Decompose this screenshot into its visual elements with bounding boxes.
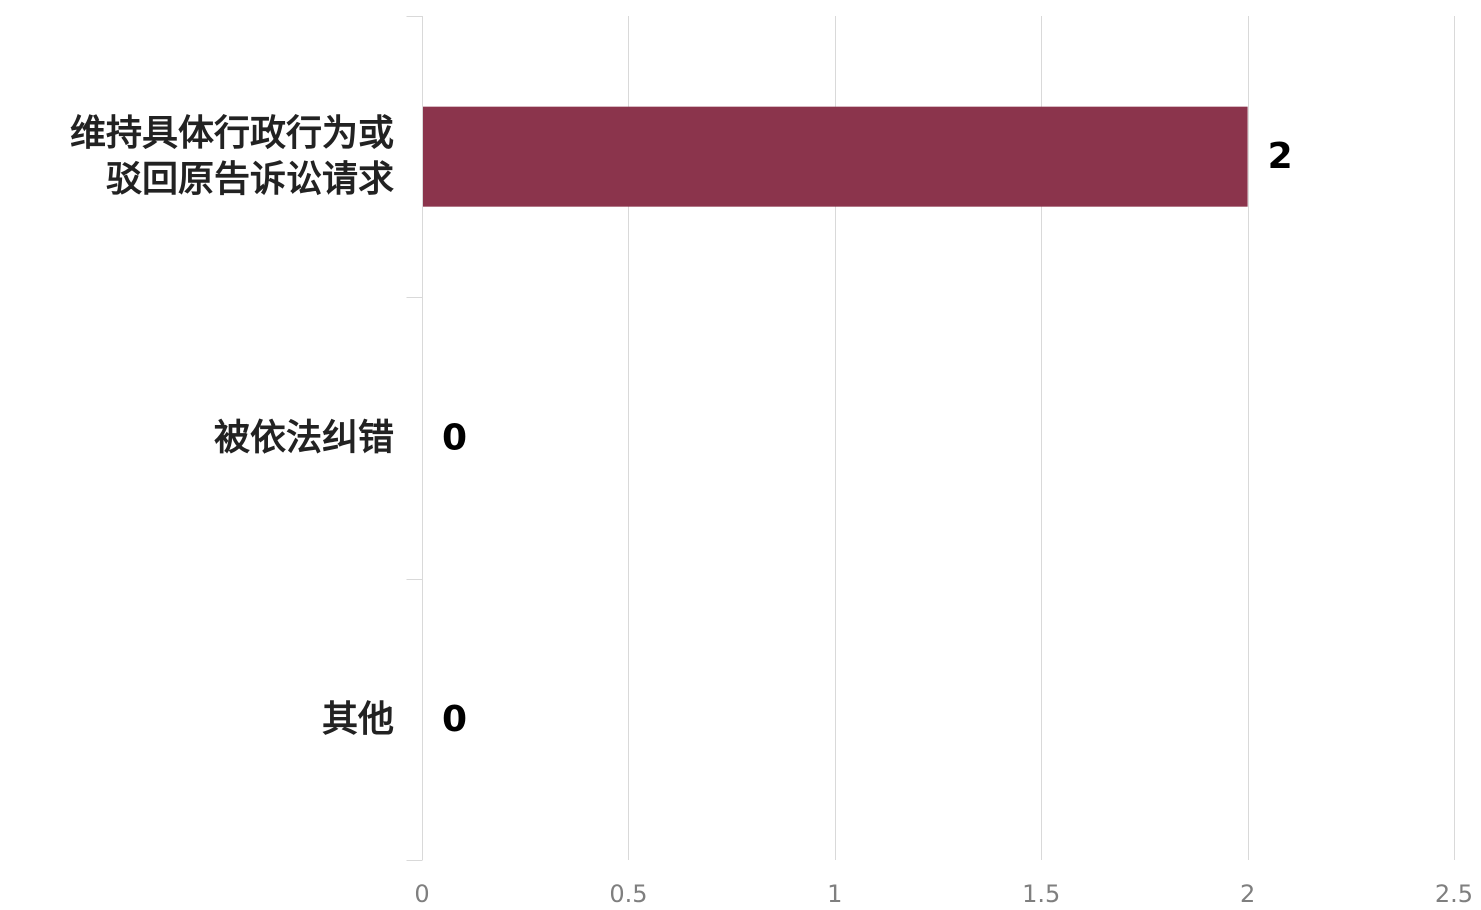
bars	[423, 106, 1248, 207]
category-label-line: 被依法纠错	[214, 418, 394, 459]
x-tick-label: 2	[1240, 880, 1255, 908]
bar	[423, 106, 1248, 207]
category-label: 其他	[322, 699, 394, 740]
x-tick-label: 1	[827, 880, 842, 908]
category-label-line: 维持具体行政行为或	[70, 113, 394, 154]
x-tick-label: 2.5	[1435, 880, 1473, 908]
x-tick-label: 0.5	[609, 880, 647, 908]
category-label-line: 驳回原告诉讼请求	[106, 159, 394, 200]
x-tick-label: 1.5	[1022, 880, 1060, 908]
data-label: 0	[442, 418, 467, 459]
category-label: 维持具体行政行为或驳回原告诉讼请求	[70, 113, 394, 200]
data-label: 2	[1268, 136, 1293, 177]
category-label-line: 其他	[322, 699, 394, 740]
category-label: 被依法纠错	[214, 418, 394, 459]
data-label: 0	[442, 699, 467, 740]
data-labels: 2 0 0	[442, 136, 1293, 740]
y-axis	[406, 16, 423, 861]
x-tick-labels: 0 0.5 1 1.5 2 2.5	[414, 880, 1473, 908]
x-tick-label: 0	[414, 880, 429, 908]
